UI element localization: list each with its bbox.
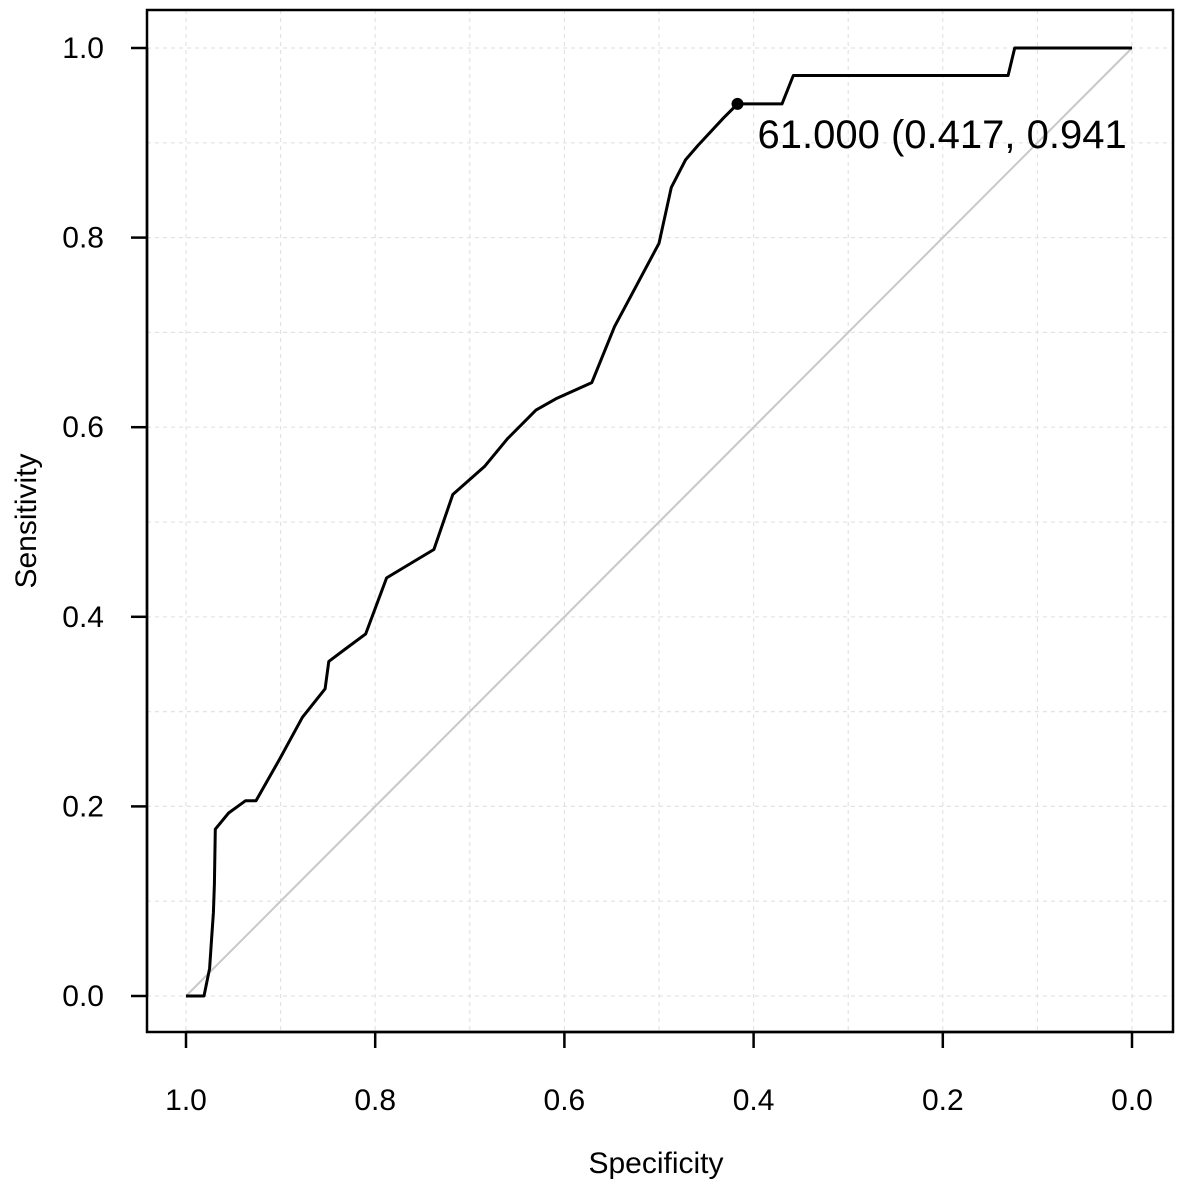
x-tick-label: 0.2	[922, 1084, 964, 1117]
optimal-threshold-point	[731, 97, 744, 110]
reference-diagonal	[185, 47, 1133, 997]
y-axis-title: Sensitivity	[10, 453, 43, 588]
x-tick-label: 1.0	[165, 1084, 207, 1117]
x-tick-label: 0.8	[354, 1084, 396, 1117]
x-tick-label: 0.4	[733, 1084, 775, 1117]
x-tick-label: 0.6	[544, 1084, 586, 1117]
roc-curve	[186, 46, 1132, 998]
x-axis-title: Specificity	[588, 1147, 723, 1180]
y-axis: 0.0 0.2 0.4 0.6 0.8 1.0	[62, 32, 149, 1013]
y-tick-label: 0.6	[62, 411, 104, 444]
y-tick-label: 0.4	[62, 601, 104, 634]
y-tick-label: 0.2	[62, 790, 104, 823]
y-tick-label: 1.0	[62, 32, 104, 65]
x-axis: 1.0 0.8 0.6 0.4 0.2 0.0	[165, 1030, 1153, 1117]
grid-lines	[147, 10, 1173, 1032]
y-tick-label: 0.0	[62, 980, 104, 1013]
threshold-annotation: 61.000 (0.417, 0.941	[758, 113, 1127, 157]
x-tick-label: 0.0	[1111, 1084, 1153, 1117]
y-tick-label: 0.8	[62, 222, 104, 255]
